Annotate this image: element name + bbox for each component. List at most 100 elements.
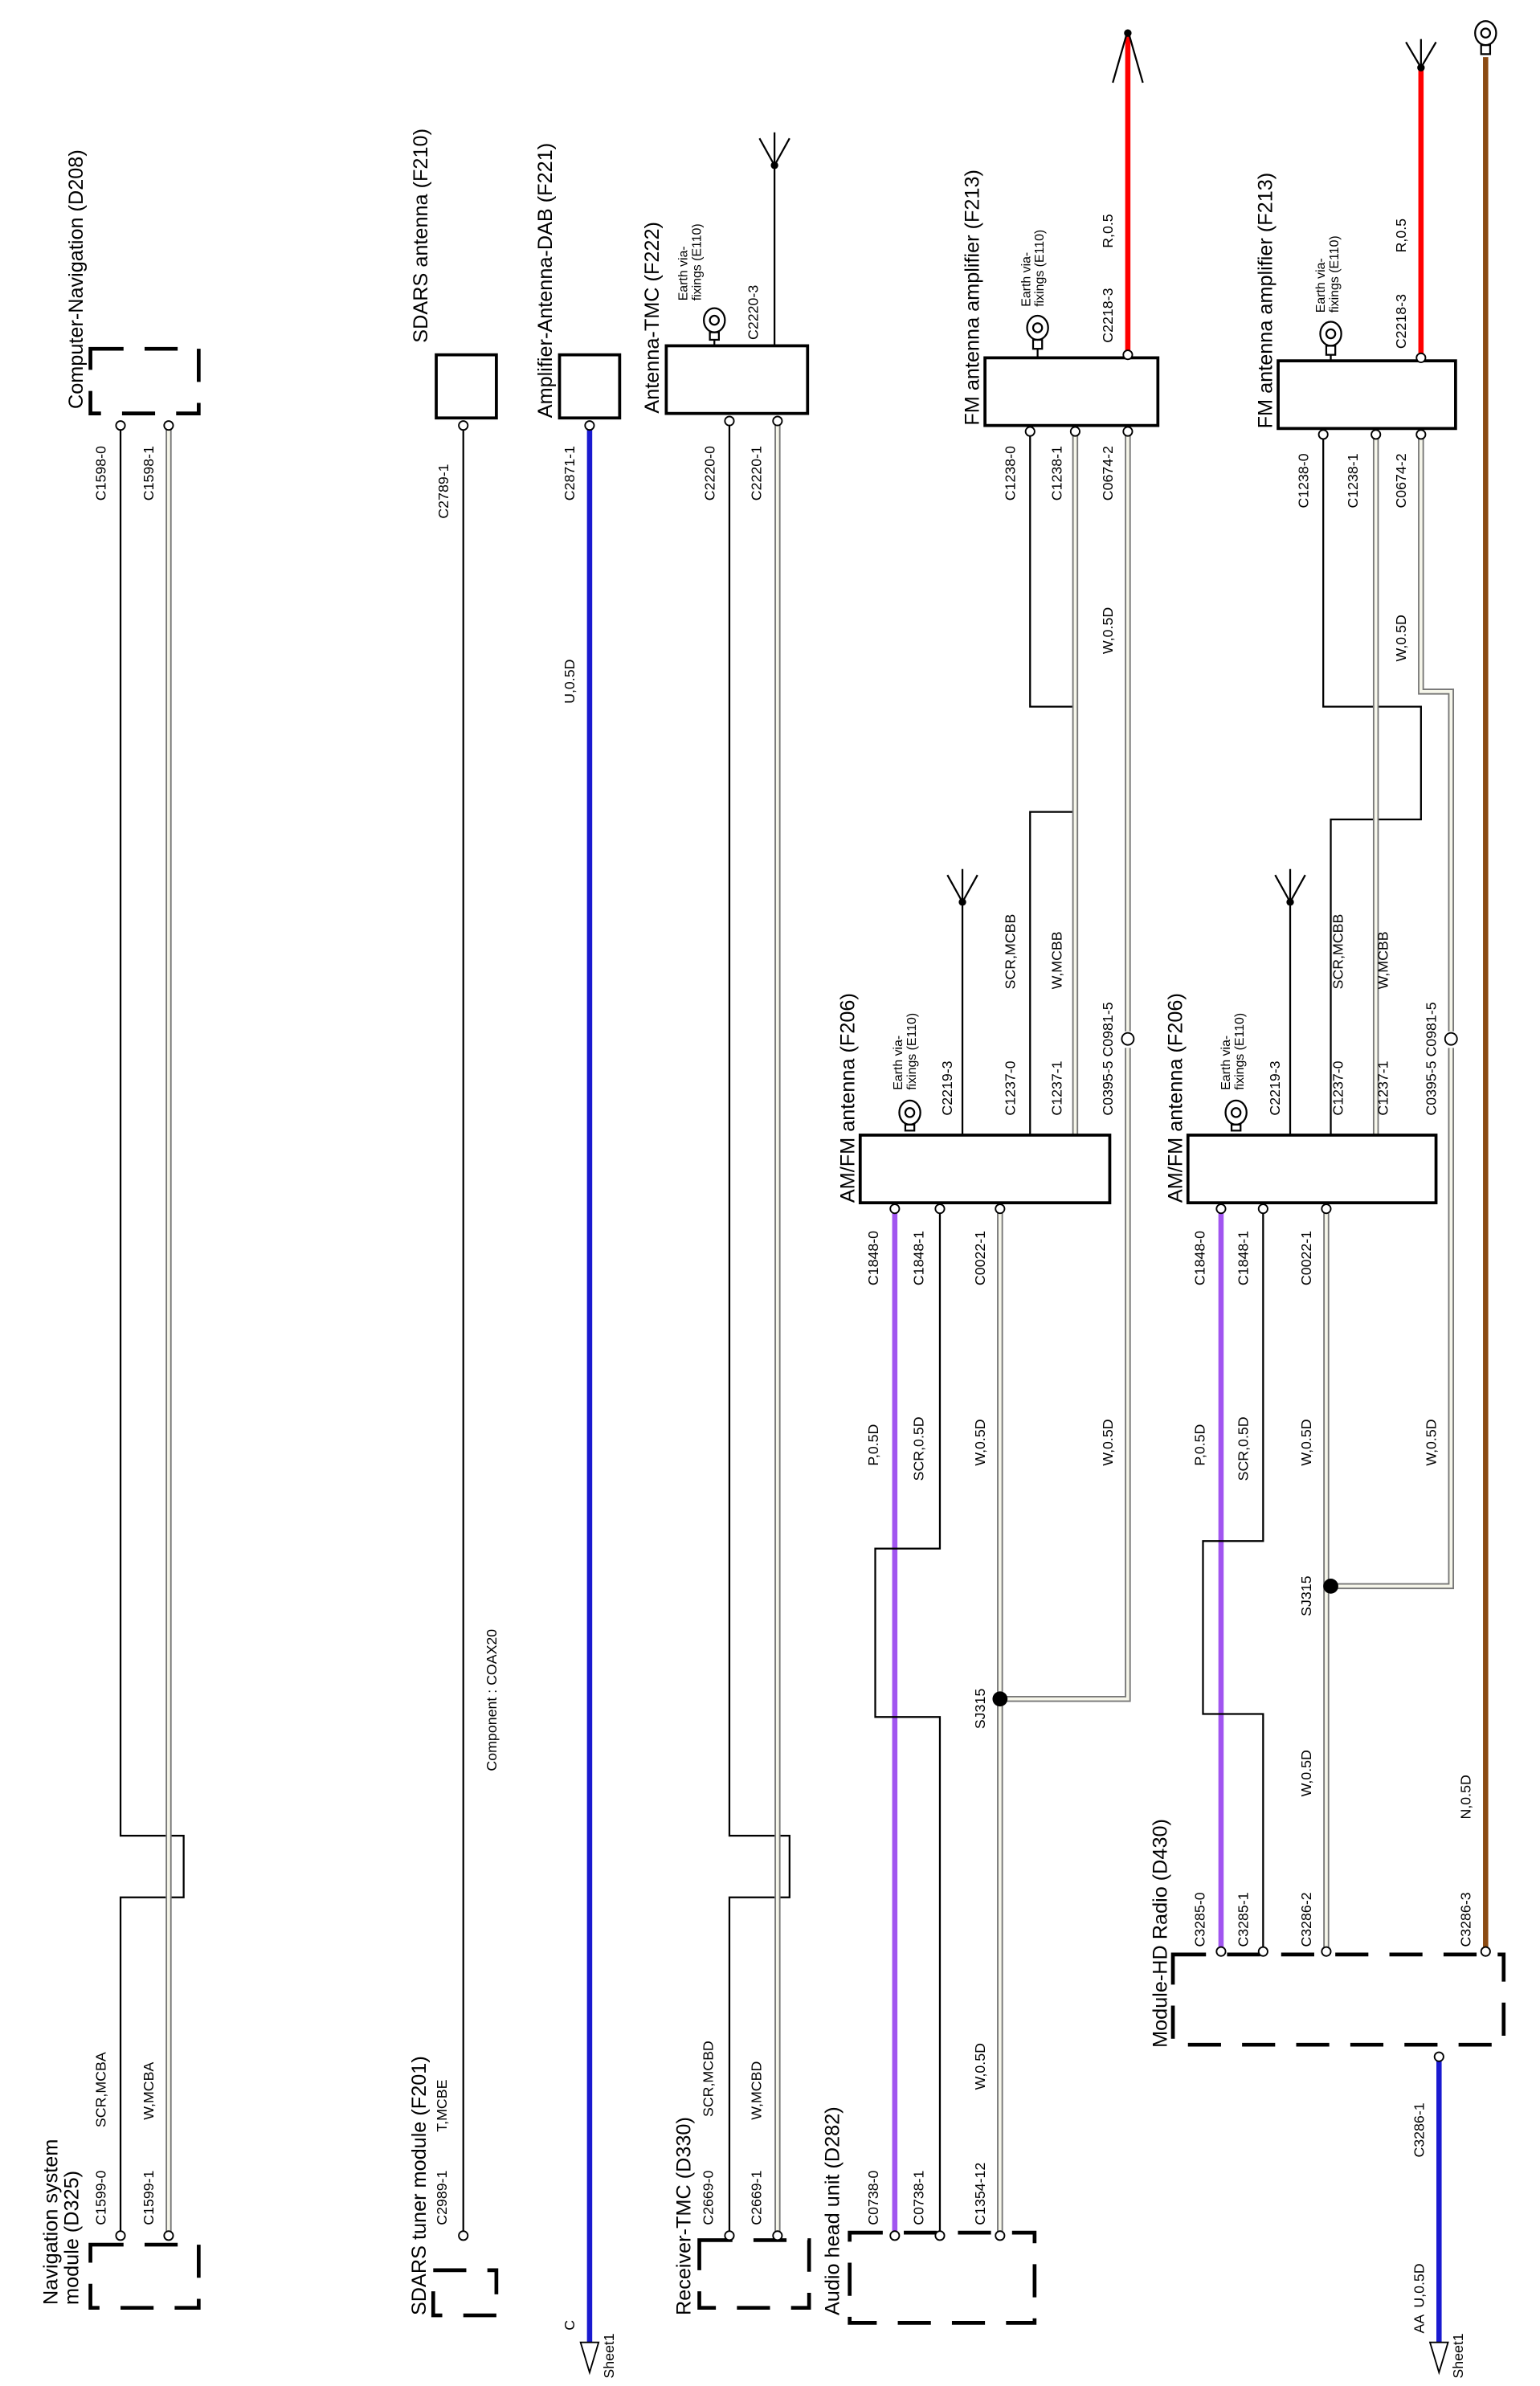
connector-label: C0738-0 [865,2170,881,2225]
connector-label: C2669-0 [700,2170,716,2225]
connector-label: C1848-0 [1191,1231,1207,1285]
computer-nav-title: Computer-Navigation (D208) [65,149,88,409]
connector-label: C0022-1 [1298,1231,1314,1285]
nav-module-title: Navigation system [39,2139,62,2305]
connector-label: C3285-0 [1191,1892,1207,1947]
earth-icon [1474,20,1497,55]
fm-amp-2-box [1277,359,1457,431]
hd-radio-bracket [1170,1952,1506,2047]
connector-label: C2218-3 [1393,294,1409,349]
splice-sj315-1 [992,1691,1008,1707]
fm-amp-1-title: FM antenna amplifier (F213) [962,170,984,426]
pin [889,1203,901,1215]
connector-label: C3286-1 [1411,2102,1428,2157]
earth-icon [1026,314,1049,358]
inline-connector [1444,1032,1458,1046]
pin [115,420,126,431]
antenna-tmc-box [664,344,810,415]
wire-label: R,0.5 [1100,214,1116,248]
connector-label: C0022-1 [972,1231,988,1285]
hd-radio-title: Module-HD Radio (D430) [1150,1819,1172,2048]
wire-label: U,0.5D [562,660,578,704]
labels: Navigation system module (D325) Computer… [39,129,1473,2379]
pin [1024,426,1036,437]
connector-label: C2220-3 [745,285,762,340]
pin [772,2230,783,2241]
pin [1415,352,1427,363]
earth-label: Earth via- [677,246,691,300]
amp-dab-title: Amplifier-Antenna-DAB (F221) [534,143,557,418]
wire-label: T,MCBE [434,2079,450,2131]
connector-label: C0738-1 [910,2170,926,2225]
wire-label: SCR,MCBB [1330,914,1346,990]
offpage-label-aa[interactable]: AA [1411,2315,1428,2334]
antenna-icon [1405,39,1437,68]
pin [724,415,735,427]
connector-pins [115,349,1491,2241]
wire-label: W,MCBB [1049,931,1065,989]
pin [1321,1203,1332,1215]
connector-label: C2218-3 [1100,288,1116,342]
connector-label: C1238-1 [1345,453,1361,508]
wire-label: R,0.5 [1393,219,1409,253]
wire-label: W,0.5D [1100,607,1116,654]
wire-scr-05d-1 [874,1210,942,2233]
amfm-1-title: AM/FM antenna (F206) [836,993,859,1203]
pin [1257,1946,1268,1957]
connector-label: C1848-0 [865,1231,881,1285]
connector-label: C1237-1 [1375,1060,1391,1115]
connector-label: C2871-1 [562,446,578,500]
connector-label: C0674-2 [1100,446,1116,500]
wire-label: N,0.5D [1458,1775,1474,1819]
connector-label: C1354-12 [972,2163,988,2225]
earth-icon [703,307,726,346]
connector-label: C1848-1 [910,1231,926,1285]
connector-label: C2789-1 [435,464,451,518]
receiver-tmc-title: Receiver-TMC (D330) [672,2117,695,2315]
offpage-arrow-c [579,2341,600,2376]
pin [995,2230,1006,2241]
components [88,344,1506,2325]
antenna-icon [758,132,790,166]
pin [995,1203,1006,1215]
sdars-tuner-bracket [431,2268,499,2318]
symbols [703,20,1497,1707]
wire-scr-05d-2 [1202,1210,1264,1955]
antenna-node [958,898,966,906]
offpage-sheet-aa[interactable]: Sheet1 [1450,2333,1466,2378]
splice-label: SJ315 [972,1689,988,1729]
offpage-sheet-c[interactable]: Sheet1 [601,2333,617,2378]
pin [1433,2051,1444,2062]
pin [1215,1203,1227,1215]
pin [115,2230,126,2241]
antenna-icon [946,868,978,903]
earth-label: fixings (E110) [1328,235,1342,313]
offpage-arrow-aa [1428,2341,1449,2376]
component-note: Component : COAX20 [484,1629,500,1771]
offpage-label-c[interactable]: C [562,2320,578,2331]
wire-scr-mcba [119,428,185,2233]
antenna-tmc-title: Antenna-TMC (F222) [641,222,664,414]
wire-label: W,0.5D [1298,1750,1314,1796]
pin [1321,1946,1332,1957]
wire-scr-mcbb-2 [1322,431,1422,1135]
connector-label: C0395-5 C0981-5 [1424,1002,1440,1115]
pin [1122,426,1134,437]
audio-head-title: Audio head unit (D282) [822,2106,844,2315]
pin [1122,349,1134,361]
earth-icon [1224,1099,1248,1132]
pin [934,2230,946,2241]
earth-label: Earth via- [892,1036,905,1090]
earth-label: Earth via- [1314,258,1328,313]
wire-label: W,0.5D [972,2043,988,2090]
wire-label: U,0.5D [1411,2263,1428,2307]
wire-label: W,MCBA [141,2062,157,2120]
wire-label: W,MCBB [1375,931,1391,989]
connector-label: C1237-0 [1003,1060,1019,1115]
computer-nav-bracket [88,346,201,415]
wire-w-05d-1-core [998,428,1129,2233]
connector-label: C2669-1 [748,2170,764,2225]
wire-label: W,0.5D [1298,1419,1314,1465]
earth-label: fixings (E110) [690,223,704,300]
